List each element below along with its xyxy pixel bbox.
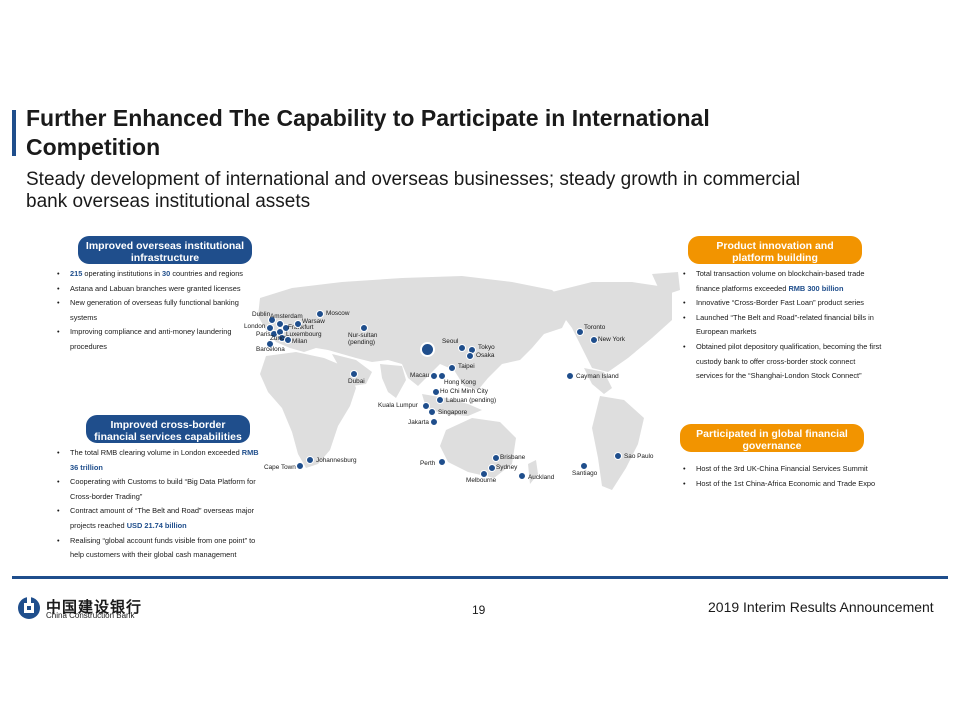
report-title: 2019 Interim Results Announcement	[708, 599, 934, 615]
location-marker-icon	[428, 408, 436, 416]
city-label: New York	[598, 336, 625, 343]
heading-cross-border-services: Improved cross-border financial services…	[86, 415, 250, 443]
city-label: Labuan (pending)	[446, 397, 497, 404]
heading-overseas-infrastructure: Improved overseas institutional infrastr…	[78, 236, 252, 264]
city-label: Johannesburg	[316, 457, 357, 464]
location-marker-icon	[430, 418, 438, 426]
location-marker-icon	[268, 316, 276, 324]
location-marker-icon	[480, 470, 488, 478]
city-label: Hong Kong	[444, 379, 476, 386]
location-marker-icon	[458, 344, 466, 352]
list-item: Obtained pilot depository qualification,…	[682, 340, 882, 384]
city-label: Zurich	[270, 335, 288, 342]
location-marker-icon	[448, 364, 456, 372]
city-label: Warsaw	[302, 318, 325, 325]
city-label: Brisbane	[500, 454, 526, 461]
location-marker-icon	[590, 336, 598, 344]
list-item: The total RMB clearing volume in London …	[56, 446, 260, 475]
city-label: Auckland	[528, 474, 555, 481]
location-marker-icon	[492, 454, 500, 462]
city-label: Paris	[256, 331, 271, 338]
city-label: Nur-sultan (pending)	[348, 332, 378, 346]
location-marker-icon	[614, 452, 622, 460]
city-label: Perth	[420, 460, 436, 467]
list-item: Cooperating with Customs to build “Big D…	[56, 475, 260, 504]
city-label: Singapore	[438, 409, 468, 416]
list-item: Realising “global account funds visible …	[56, 534, 260, 563]
city-label: Taipei	[458, 363, 475, 370]
heading-product-innovation: Product innovation and platform building	[688, 236, 862, 264]
city-label: Frankfurt	[288, 324, 314, 331]
location-marker-icon	[294, 320, 302, 328]
city-label: Kuala Lumpur	[378, 402, 418, 409]
city-label: Macau	[410, 372, 430, 379]
list-product-innovation: Total transaction volume on blockchain-b…	[682, 267, 882, 384]
city-label: Seoul	[442, 338, 459, 345]
location-marker-icon	[466, 352, 474, 360]
list-item: Astana and Labuan branches were granted …	[56, 282, 246, 297]
heading-global-governance: Participated in global financial governa…	[680, 424, 864, 452]
list-item: 215 operating institutions in 30 countri…	[56, 267, 246, 282]
list-item: Contract amount of “The Belt and Road” o…	[56, 504, 260, 533]
headquarters-marker-icon	[420, 342, 435, 357]
city-label: Cape Town	[264, 464, 296, 471]
location-marker-icon	[360, 324, 368, 332]
city-label: London	[244, 323, 266, 330]
city-label: Barcelona	[256, 346, 285, 353]
location-marker-icon	[422, 402, 430, 410]
location-marker-icon	[430, 372, 438, 380]
title-accent-bar	[12, 110, 16, 156]
location-marker-icon	[316, 310, 324, 318]
city-label: Cayman Island	[576, 373, 619, 380]
page-title: Further Enhanced The Capability to Parti…	[26, 105, 710, 160]
city-label: Tokyo	[478, 344, 495, 351]
list-item: Host of the 3rd UK-China Financial Servi…	[682, 462, 882, 477]
city-label: Moscow	[326, 310, 350, 317]
list-overseas-infrastructure: 215 operating institutions in 30 countri…	[56, 267, 246, 355]
location-marker-icon	[436, 396, 444, 404]
ccb-logo-icon	[18, 597, 40, 619]
city-label: Sydney	[496, 464, 518, 471]
city-label: Santiago	[572, 470, 598, 477]
list-cross-border-services: The total RMB clearing volume in London …	[56, 446, 260, 563]
city-label: Amsterdam	[270, 313, 303, 320]
city-label: Toronto	[584, 324, 606, 331]
location-marker-icon	[438, 458, 446, 466]
list-item: New generation of overseas fully functio…	[56, 296, 246, 325]
world-map-shapes	[258, 272, 680, 490]
city-label: Luxembourg	[286, 331, 322, 338]
page-subtitle: Steady development of international and …	[26, 169, 801, 212]
location-marker-icon	[266, 340, 274, 348]
location-marker-icon	[580, 462, 588, 470]
location-marker-icon	[284, 336, 292, 344]
location-marker-icon	[306, 456, 314, 464]
logo-chinese-name: 中国建设银行	[46, 599, 143, 616]
city-label: Sao Paulo	[624, 453, 654, 460]
location-marker-icon	[576, 328, 584, 336]
city-label: Melbourne	[466, 477, 497, 484]
location-marker-icon	[518, 472, 526, 480]
location-marker-icon	[296, 462, 304, 470]
location-marker-icon	[432, 388, 440, 396]
city-label: Dubai	[348, 378, 365, 385]
list-item: Innovative “Cross-Border Fast Loan” prod…	[682, 296, 882, 311]
location-marker-icon	[566, 372, 574, 380]
list-item: Total transaction volume on blockchain-b…	[682, 267, 882, 296]
list-global-governance: Host of the 3rd UK-China Financial Servi…	[682, 462, 882, 491]
city-label: Jakarta	[408, 419, 429, 426]
list-item: Launched “The Belt and Road”-related fin…	[682, 311, 882, 340]
city-label: Milan	[292, 338, 308, 345]
world-map: Dublin Amsterdam London Frankfurt Warsaw…	[232, 268, 680, 500]
location-marker-icon	[488, 464, 496, 472]
page-number: 19	[472, 603, 486, 617]
city-label: Dublin	[252, 311, 271, 318]
list-item: Improving compliance and anti-money laun…	[56, 325, 246, 354]
city-label: Osaka	[476, 352, 495, 359]
footer-rule	[12, 576, 948, 579]
location-marker-icon	[438, 372, 446, 380]
logo-english-name: China Construction Bank	[46, 611, 135, 620]
location-marker-icon	[350, 370, 358, 378]
city-label: Ho Chi Minh City	[440, 388, 488, 395]
list-item: Host of the 1st China-Africa Economic an…	[682, 477, 882, 492]
